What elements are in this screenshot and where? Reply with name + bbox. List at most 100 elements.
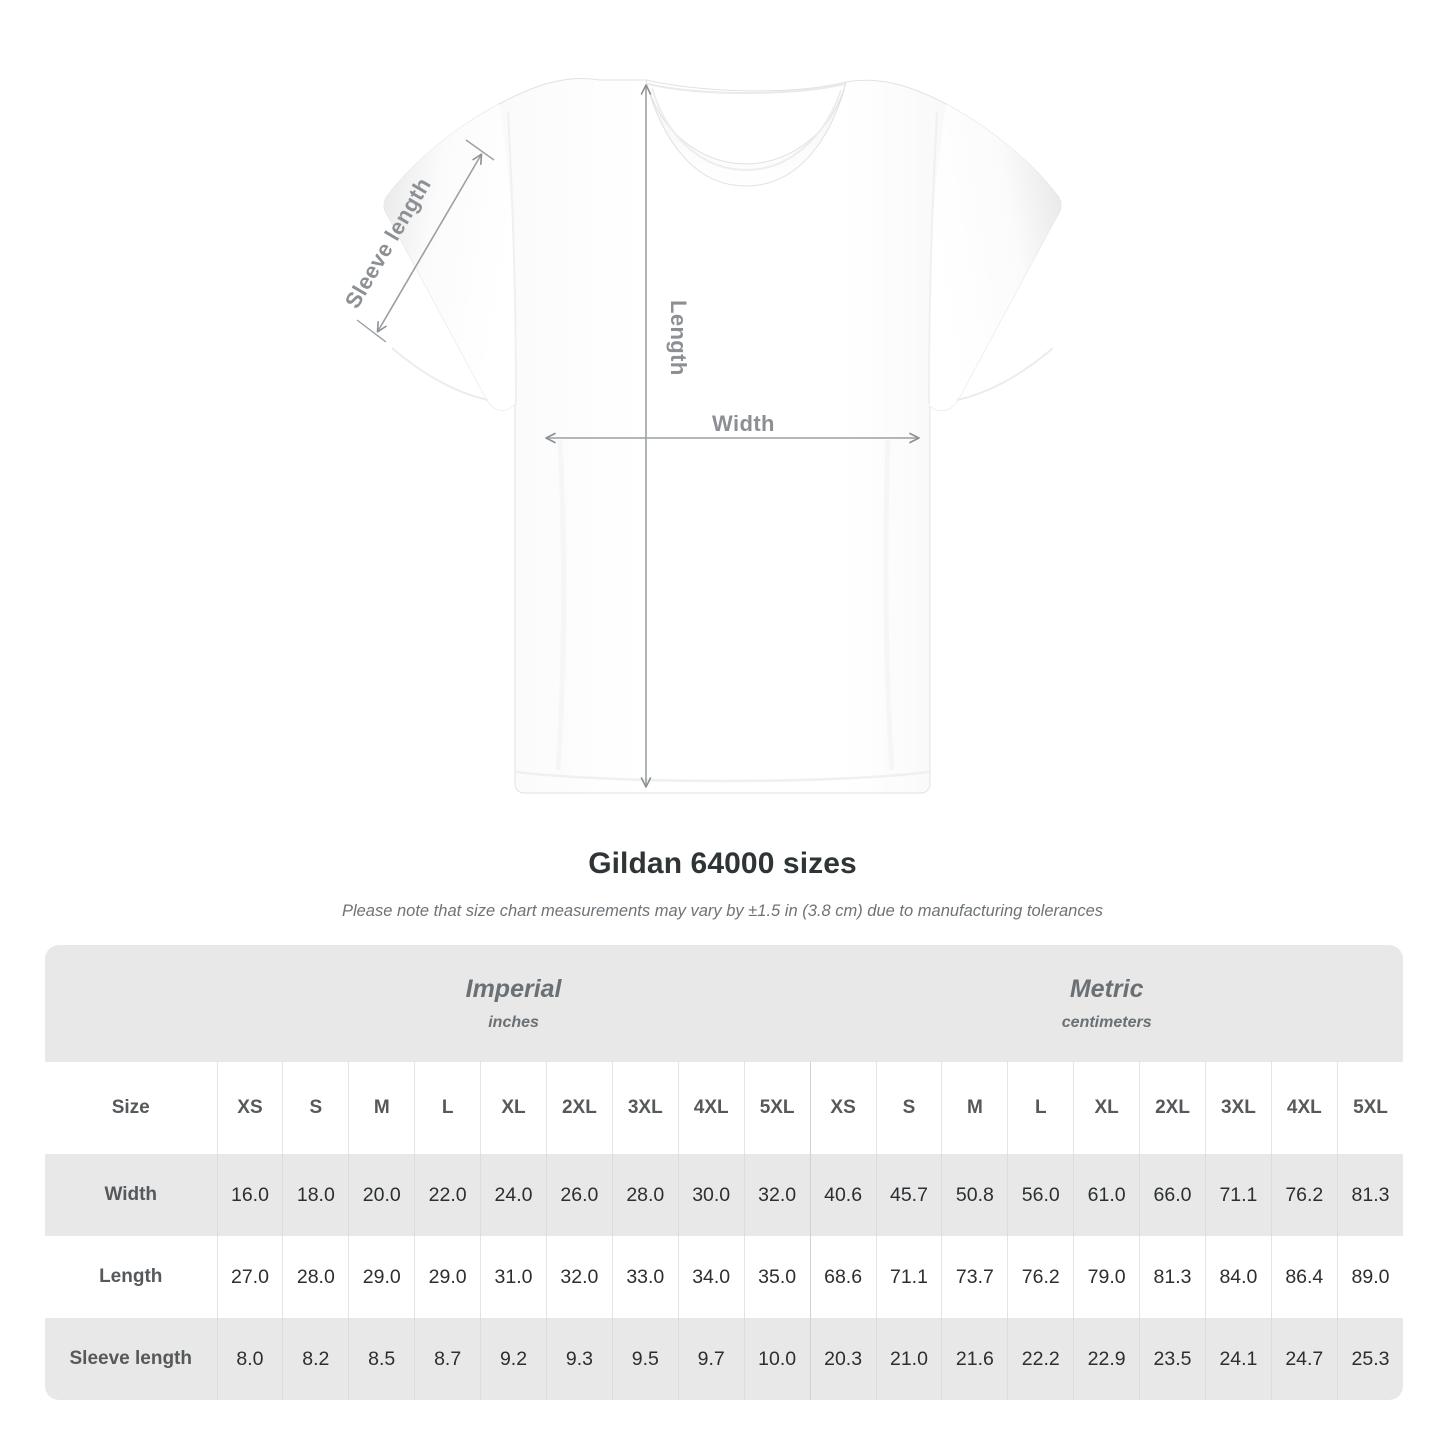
cell-length-2xl-imperial: 32.0 bbox=[545, 1236, 613, 1318]
cell-sleeve-3xl-metric: 24.1 bbox=[1204, 1318, 1272, 1400]
row-label-length: Length bbox=[45, 1236, 217, 1318]
unit-group-metric-name: Metric bbox=[1069, 974, 1144, 1003]
column-header-xs-metric: XS bbox=[809, 1062, 877, 1154]
size-chart-table-wrap: Imperial inches Metric centimeters Size … bbox=[45, 945, 1403, 1400]
column-header-size: Size bbox=[45, 1062, 217, 1154]
column-header-s-imperial: S bbox=[282, 1062, 349, 1154]
column-header-5xl-metric: 5XL bbox=[1336, 1062, 1403, 1154]
sleeve-arrow-line bbox=[376, 153, 483, 333]
cell-length-4xl-metric: 86.4 bbox=[1270, 1236, 1338, 1318]
column-header-l-metric: L bbox=[1007, 1062, 1074, 1154]
page-title: Gildan 64000 sizes bbox=[588, 847, 857, 880]
column-header-xl-metric: XL bbox=[1073, 1062, 1140, 1154]
sleeve-hem-right bbox=[956, 347, 1054, 401]
cell-width-2xl-metric: 66.0 bbox=[1139, 1154, 1206, 1236]
column-header-4xl-imperial: 4XL bbox=[677, 1062, 745, 1154]
cell-length-3xl-imperial: 33.0 bbox=[611, 1236, 679, 1318]
armhole-seam-right bbox=[928, 111, 938, 405]
tshirt-sleeve-right bbox=[930, 104, 1061, 411]
cell-length-m-imperial: 29.0 bbox=[348, 1236, 415, 1318]
title-block: Gildan 64000 sizes Please note that size… bbox=[0, 845, 1445, 922]
column-header-3xl-metric: 3XL bbox=[1204, 1062, 1272, 1154]
row-label-sleeve-length: Sleeve length bbox=[45, 1318, 217, 1400]
cell-sleeve-2xl-imperial: 9.3 bbox=[545, 1318, 613, 1400]
cell-width-2xl-imperial: 26.0 bbox=[545, 1154, 613, 1236]
cell-sleeve-xs-metric: 20.3 bbox=[809, 1318, 877, 1400]
table-row: Width 16.0 18.0 20.0 22.0 24.0 26.0 28.0… bbox=[45, 1154, 1403, 1236]
cell-sleeve-m-metric: 21.6 bbox=[941, 1318, 1008, 1400]
cell-sleeve-4xl-imperial: 9.7 bbox=[677, 1318, 745, 1400]
cell-sleeve-5xl-metric: 25.3 bbox=[1336, 1318, 1403, 1400]
cell-length-5xl-imperial: 35.0 bbox=[743, 1236, 811, 1318]
cell-width-3xl-imperial: 28.0 bbox=[611, 1154, 679, 1236]
cell-sleeve-xl-metric: 22.9 bbox=[1073, 1318, 1140, 1400]
unit-band-spacer bbox=[45, 945, 217, 1062]
column-header-xs-imperial: XS bbox=[216, 1062, 283, 1154]
cell-sleeve-s-metric: 21.0 bbox=[875, 1318, 942, 1400]
tshirt-collar bbox=[645, 79, 847, 187]
cell-width-s-metric: 45.7 bbox=[875, 1154, 942, 1236]
cell-length-xl-metric: 79.0 bbox=[1073, 1236, 1140, 1318]
sleeve-tick-top bbox=[465, 139, 495, 161]
unit-group-metric-sub: centimeters bbox=[1061, 1013, 1152, 1031]
cell-width-xl-metric: 61.0 bbox=[1073, 1154, 1140, 1236]
cell-width-m-metric: 50.8 bbox=[941, 1154, 1008, 1236]
unit-group-imperial: Imperial inches bbox=[217, 945, 811, 1062]
cell-sleeve-xl-imperial: 9.2 bbox=[480, 1318, 547, 1400]
tshirt-sleeve-left bbox=[384, 104, 515, 411]
column-header-m-imperial: M bbox=[348, 1062, 415, 1154]
cell-width-s-imperial: 18.0 bbox=[282, 1154, 349, 1236]
unit-group-imperial-sub: inches bbox=[488, 1013, 539, 1031]
width-dimension: Width bbox=[545, 411, 920, 444]
tshirt-illustration: Length Width Sleeve length bbox=[340, 77, 1062, 794]
column-header-2xl-imperial: 2XL bbox=[545, 1062, 613, 1154]
column-header-xl-imperial: XL bbox=[480, 1062, 547, 1154]
cell-sleeve-3xl-imperial: 9.5 bbox=[611, 1318, 679, 1400]
fabric-fold-1 bbox=[555, 439, 567, 771]
cell-width-4xl-imperial: 30.0 bbox=[677, 1154, 745, 1236]
column-header-2xl-metric: 2XL bbox=[1139, 1062, 1206, 1154]
cell-width-4xl-metric: 76.2 bbox=[1270, 1154, 1338, 1236]
fabric-fold-2 bbox=[883, 439, 895, 771]
armhole-seam-left bbox=[507, 111, 517, 405]
cell-sleeve-m-imperial: 8.5 bbox=[348, 1318, 415, 1400]
size-header-row: Size XS S M L XL 2XL 3XL 4XL 5XL XS S M … bbox=[45, 1062, 1403, 1154]
column-header-5xl-imperial: 5XL bbox=[743, 1062, 811, 1154]
cell-width-5xl-metric: 81.3 bbox=[1336, 1154, 1403, 1236]
cell-length-l-imperial: 29.0 bbox=[414, 1236, 481, 1318]
column-header-m-metric: M bbox=[941, 1062, 1008, 1154]
cell-length-m-metric: 73.7 bbox=[941, 1236, 1008, 1318]
cell-length-xs-imperial: 27.0 bbox=[216, 1236, 283, 1318]
cell-length-s-metric: 71.1 bbox=[875, 1236, 942, 1318]
cell-sleeve-2xl-metric: 23.5 bbox=[1139, 1318, 1206, 1400]
cell-sleeve-xs-imperial: 8.0 bbox=[216, 1318, 283, 1400]
length-label: Length bbox=[666, 300, 691, 376]
cell-width-xs-imperial: 16.0 bbox=[216, 1154, 283, 1236]
cell-width-3xl-metric: 71.1 bbox=[1204, 1154, 1272, 1236]
table-row: Sleeve length 8.0 8.2 8.5 8.7 9.2 9.3 9.… bbox=[45, 1318, 1403, 1400]
cell-sleeve-l-imperial: 8.7 bbox=[414, 1318, 481, 1400]
collar-inner-line bbox=[651, 87, 842, 172]
column-header-4xl-metric: 4XL bbox=[1270, 1062, 1338, 1154]
cell-length-l-metric: 76.2 bbox=[1007, 1236, 1074, 1318]
cell-length-xs-metric: 68.6 bbox=[809, 1236, 877, 1318]
tolerance-note: Please note that size chart measurements… bbox=[341, 902, 1104, 920]
width-label: Width bbox=[712, 411, 775, 436]
cell-width-5xl-imperial: 32.0 bbox=[743, 1154, 811, 1236]
cell-sleeve-4xl-metric: 24.7 bbox=[1270, 1318, 1338, 1400]
column-header-3xl-imperial: 3XL bbox=[611, 1062, 679, 1154]
cell-sleeve-5xl-imperial: 10.0 bbox=[743, 1318, 811, 1400]
cell-length-4xl-imperial: 34.0 bbox=[677, 1236, 745, 1318]
cell-width-l-metric: 56.0 bbox=[1007, 1154, 1074, 1236]
column-header-s-metric: S bbox=[875, 1062, 942, 1154]
column-header-l-imperial: L bbox=[414, 1062, 481, 1154]
unit-group-imperial-name: Imperial bbox=[465, 974, 562, 1003]
sleeve-hem-left bbox=[391, 347, 489, 401]
cell-width-xl-imperial: 24.0 bbox=[480, 1154, 547, 1236]
cell-length-2xl-metric: 81.3 bbox=[1139, 1236, 1206, 1318]
unit-group-metric: Metric centimeters bbox=[810, 945, 1403, 1062]
cell-width-m-imperial: 20.0 bbox=[348, 1154, 415, 1236]
cell-length-xl-imperial: 31.0 bbox=[480, 1236, 547, 1318]
table-row: Length 27.0 28.0 29.0 29.0 31.0 32.0 33.… bbox=[45, 1236, 1403, 1318]
cell-length-s-imperial: 28.0 bbox=[282, 1236, 349, 1318]
